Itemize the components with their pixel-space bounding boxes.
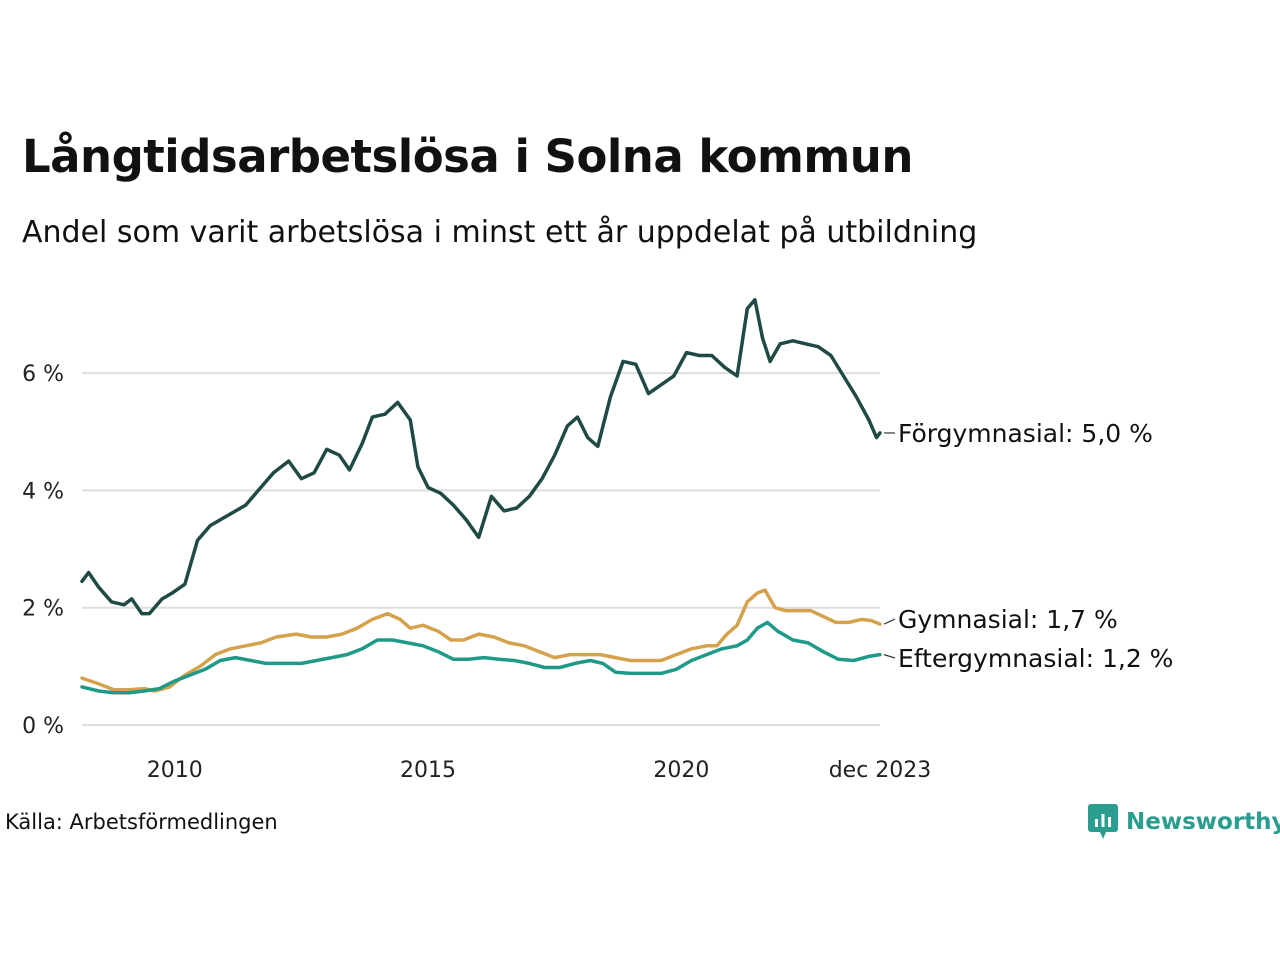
series-line-gymnasial (80, 588, 882, 693)
grid-lines (82, 372, 880, 726)
label-leader-eftergymnasial (883, 654, 896, 659)
chart-title: Långtidsarbetslösa i Solna kommun (22, 130, 913, 183)
newsworthy-logo-icon (1088, 804, 1118, 839)
series-line-forgymnasial (80, 298, 882, 616)
y-tick-label: 6 % (22, 362, 64, 387)
x-tick-label: dec 2023 (829, 758, 932, 783)
source-note: Källa: Arbetsförmedlingen (5, 810, 278, 834)
y-tick-label: 4 % (22, 479, 64, 504)
x-axis-ticks: 2010 2015 2020 dec 2023 (147, 758, 932, 783)
series-label-eftergymnasial: Eftergymnasial: 1,2 % (898, 644, 1173, 673)
series-end-labels: Förgymnasial: 5,0 % Gymnasial: 1,7 % Efter… (883, 419, 1173, 673)
series-lines (80, 298, 882, 695)
x-tick-label: 2015 (400, 758, 456, 783)
series-label-gymnasial: Gymnasial: 1,7 % (898, 605, 1118, 634)
x-tick-label: 2010 (147, 758, 203, 783)
newsworthy-logo[interactable]: Newsworthy (1088, 804, 1280, 840)
series-label-forgymnasial: Förgymnasial: 5,0 % (898, 419, 1153, 448)
x-tick-label: 2020 (653, 758, 709, 783)
series-line-eftergymnasial (80, 620, 882, 695)
y-axis-ticks: 0 % 2 % 4 % 6 % (22, 362, 64, 739)
y-tick-label: 0 % (22, 714, 64, 739)
chart-subtitle: Andel som varit arbetslösa i minst ett å… (22, 215, 978, 250)
label-leader-gymnasial (883, 618, 896, 625)
brand-name: Newsworthy (1126, 809, 1280, 835)
y-tick-label: 2 % (22, 597, 64, 622)
